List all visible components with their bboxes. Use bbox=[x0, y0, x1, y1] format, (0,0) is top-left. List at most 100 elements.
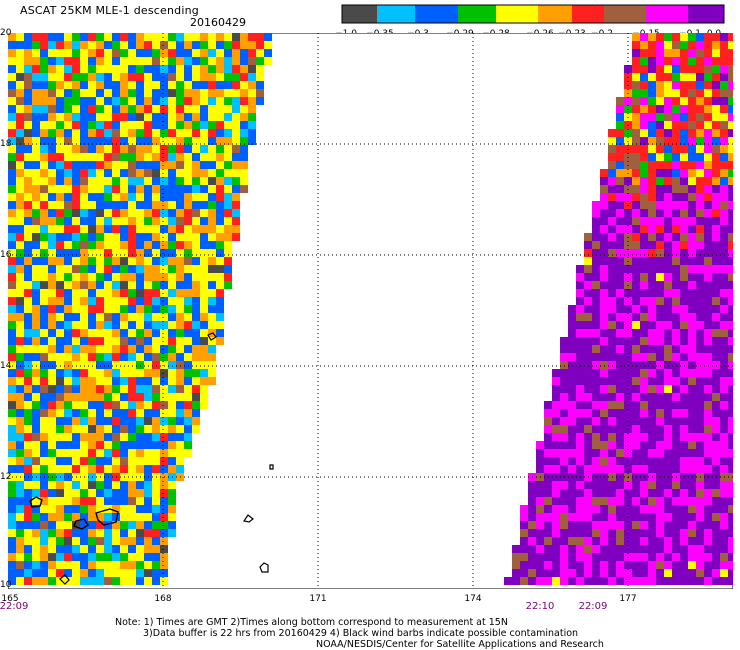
wind-cell bbox=[160, 105, 168, 113]
wind-cell bbox=[680, 529, 688, 537]
wind-cell bbox=[664, 281, 672, 289]
wind-cell bbox=[184, 41, 192, 49]
wind-cell bbox=[112, 33, 120, 41]
wind-cell bbox=[80, 377, 88, 385]
wind-cell bbox=[192, 81, 200, 89]
wind-cell bbox=[728, 145, 733, 153]
wind-cell bbox=[648, 137, 656, 145]
wind-cell bbox=[96, 409, 104, 417]
wind-cell bbox=[696, 353, 704, 361]
wind-cell bbox=[40, 281, 48, 289]
wind-cell bbox=[216, 153, 224, 161]
wind-cell bbox=[112, 273, 120, 281]
wind-cell bbox=[88, 105, 96, 113]
wind-cell bbox=[136, 449, 144, 457]
wind-cell bbox=[672, 513, 680, 521]
wind-cell bbox=[88, 417, 96, 425]
wind-cell bbox=[592, 561, 600, 569]
wind-cell bbox=[176, 201, 184, 209]
wind-cell bbox=[88, 369, 96, 377]
wind-cell bbox=[648, 97, 656, 105]
wind-cell bbox=[128, 49, 136, 57]
wind-cell bbox=[720, 409, 728, 417]
wind-cell bbox=[720, 425, 728, 433]
wind-cell bbox=[648, 265, 656, 273]
wind-cell bbox=[32, 329, 40, 337]
wind-cell bbox=[176, 425, 184, 433]
wind-cell bbox=[520, 569, 528, 577]
wind-cell bbox=[632, 153, 640, 161]
wind-cell bbox=[616, 481, 624, 489]
wind-cell bbox=[664, 377, 672, 385]
wind-cell bbox=[120, 225, 128, 233]
wind-cell bbox=[16, 457, 24, 465]
wind-cell bbox=[104, 257, 112, 265]
wind-cell bbox=[128, 329, 136, 337]
wind-cell bbox=[688, 185, 696, 193]
wind-cell bbox=[648, 241, 656, 249]
wind-cell bbox=[728, 113, 733, 121]
wind-cell bbox=[680, 401, 688, 409]
wind-cell bbox=[632, 161, 640, 169]
wind-cell bbox=[104, 433, 112, 441]
wind-cell bbox=[632, 465, 640, 473]
wind-cell bbox=[56, 513, 64, 521]
wind-cell bbox=[16, 65, 24, 73]
wind-cell bbox=[48, 41, 56, 49]
wind-cell bbox=[616, 353, 624, 361]
wind-cell bbox=[632, 113, 640, 121]
wind-cell bbox=[96, 89, 104, 97]
wind-cell bbox=[552, 497, 560, 505]
wind-cell bbox=[144, 393, 152, 401]
wind-cell bbox=[704, 81, 712, 89]
legend-color-bar bbox=[341, 4, 725, 24]
wind-cell bbox=[640, 513, 648, 521]
wind-cell bbox=[160, 201, 168, 209]
wind-cell bbox=[160, 257, 168, 265]
wind-cell bbox=[616, 177, 624, 185]
wind-cell bbox=[232, 89, 240, 97]
wind-cell bbox=[168, 289, 176, 297]
wind-cell bbox=[16, 241, 24, 249]
wind-cell bbox=[640, 409, 648, 417]
wind-cell bbox=[72, 241, 80, 249]
wind-cell bbox=[712, 225, 720, 233]
wind-cell bbox=[680, 177, 688, 185]
wind-cell bbox=[64, 337, 72, 345]
lat-label: 14 bbox=[0, 361, 12, 371]
wind-cell bbox=[96, 137, 104, 145]
wind-cell bbox=[104, 441, 112, 449]
wind-cell bbox=[112, 313, 120, 321]
wind-cell bbox=[576, 353, 584, 361]
wind-cell bbox=[672, 233, 680, 241]
wind-cell bbox=[568, 305, 576, 313]
wind-cell bbox=[32, 481, 40, 489]
wind-cell bbox=[64, 73, 72, 81]
wind-cell bbox=[56, 401, 64, 409]
wind-cell bbox=[608, 161, 616, 169]
wind-cell bbox=[160, 265, 168, 273]
wind-cell bbox=[728, 353, 733, 361]
wind-cell bbox=[128, 441, 136, 449]
wind-cell bbox=[120, 529, 128, 537]
wind-cell bbox=[672, 145, 680, 153]
wind-cell bbox=[632, 249, 640, 257]
wind-cell bbox=[8, 201, 16, 209]
wind-cell bbox=[8, 161, 16, 169]
wind-cell bbox=[568, 401, 576, 409]
wind-cell bbox=[616, 321, 624, 329]
legend-swatch bbox=[538, 5, 572, 23]
wind-cell bbox=[216, 201, 224, 209]
wind-cell bbox=[728, 561, 733, 569]
wind-cell bbox=[120, 537, 128, 545]
wind-cell bbox=[608, 577, 616, 585]
wind-cell bbox=[32, 201, 40, 209]
wind-cell bbox=[664, 505, 672, 513]
wind-cell bbox=[592, 201, 600, 209]
wind-cell bbox=[208, 145, 216, 153]
note-line-3: NOAA/NESDIS/Center for Satellite Applica… bbox=[316, 639, 604, 650]
wind-cell bbox=[696, 57, 704, 65]
wind-cell bbox=[664, 225, 672, 233]
wind-cell bbox=[576, 561, 584, 569]
wind-cell bbox=[72, 153, 80, 161]
